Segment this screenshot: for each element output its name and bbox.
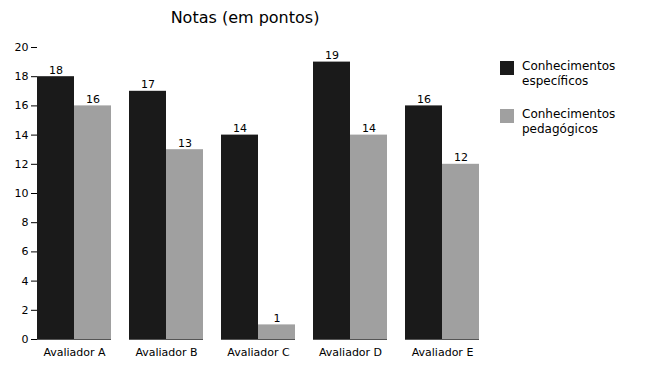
svg-text:20: 20	[15, 41, 29, 54]
html-text:Conhecimentos pedagógicos: Conhecimentos pedagógicos	[522, 107, 616, 136]
svg-text:0: 0	[22, 333, 29, 346]
svg-text:1: 1	[274, 312, 281, 325]
svg-text:13: 13	[178, 137, 192, 150]
svg-text:12: 12	[454, 151, 468, 164]
svg-text:18: 18	[15, 70, 29, 83]
svg-text:4: 4	[22, 275, 29, 288]
svg-text:14: 14	[233, 122, 247, 135]
svg-text:16: 16	[15, 99, 29, 112]
svg-text:12: 12	[15, 158, 29, 171]
html-text:Notas (em pontos): Notas (em pontos)	[170, 8, 320, 27]
svg-text:14: 14	[362, 122, 376, 135]
svg-text:Avaliador E: Avaliador E	[412, 346, 474, 359]
svg-text:8: 8	[22, 216, 29, 229]
svg-text:Avaliador B: Avaliador B	[135, 346, 197, 359]
svg-text:17: 17	[141, 78, 155, 91]
svg-text:2: 2	[22, 304, 29, 317]
svg-text:14: 14	[15, 129, 29, 142]
svg-text:10: 10	[15, 187, 29, 200]
svg-text:16: 16	[417, 93, 431, 106]
svg-text:Avaliador D: Avaliador D	[319, 346, 382, 359]
svg-text:6: 6	[22, 245, 29, 258]
svg-text:18: 18	[49, 64, 63, 77]
svg-text:Avaliador A: Avaliador A	[43, 346, 106, 359]
svg-text:16: 16	[86, 93, 100, 106]
svg-text:Avaliador C: Avaliador C	[227, 346, 290, 359]
html-text:Conhecimentos específicos: Conhecimentos específicos	[522, 59, 616, 88]
svg-text:19: 19	[325, 49, 339, 62]
